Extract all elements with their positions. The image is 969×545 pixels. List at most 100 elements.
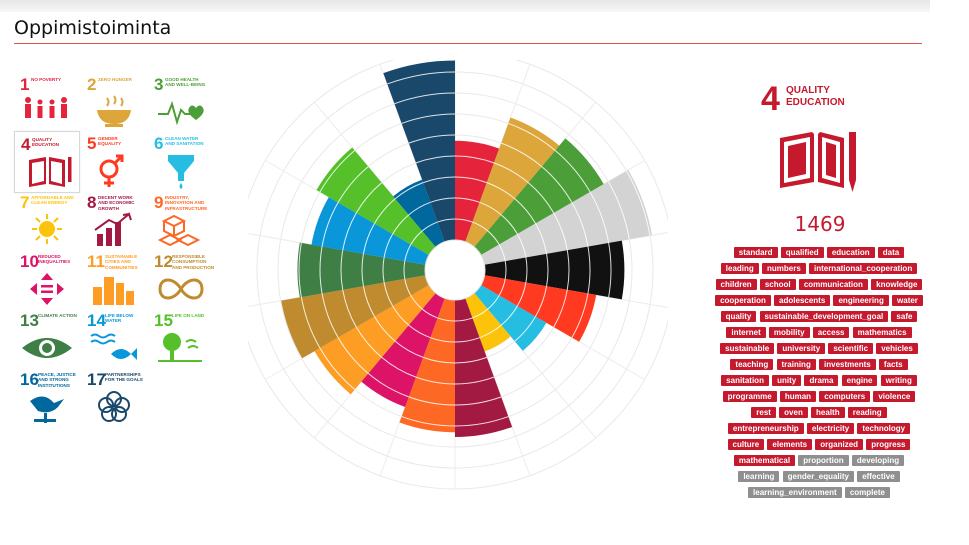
keyword-tag[interactable]: mobility <box>768 327 810 338</box>
keyword-tag[interactable]: children <box>715 279 757 290</box>
keyword-tag[interactable]: access <box>812 327 850 338</box>
keyword-tag[interactable]: school <box>759 279 796 290</box>
sdg-tile-12[interactable]: 12 RESPONSIBLE CONSUMPTION AND PRODUCTION <box>148 249 214 311</box>
sdg-tile-8[interactable]: 8 DECENT WORK AND ECONOMIC GROWTH <box>81 190 147 252</box>
keyword-tag[interactable]: elements <box>767 439 813 450</box>
chart-segment-sdg-5[interactable] <box>480 275 597 342</box>
keyword-tag[interactable]: leading <box>720 263 759 274</box>
keyword-tag[interactable]: mathematical <box>733 455 796 466</box>
sdg-tile-2[interactable]: 2 ZERO HUNGER <box>81 72 147 134</box>
chart-segment-sdg-1[interactable] <box>454 140 500 242</box>
sdg-tile-17[interactable]: 17 PARTNERSHIPS FOR THE GOALS <box>81 367 147 429</box>
sdg-tile-1[interactable]: 1 NO POVERTY <box>14 72 80 134</box>
keyword-tag[interactable]: sanitation <box>721 375 769 386</box>
sdg-tile-3[interactable]: 3 GOOD HEALTH AND WELL-BEING <box>148 72 214 134</box>
chart-segment-sdg-17[interactable] <box>480 169 653 265</box>
chart-segment-sdg-11[interactable] <box>314 285 436 395</box>
keyword-tag[interactable]: writing <box>880 375 917 386</box>
keyword-tag[interactable]: vehicles <box>876 343 918 354</box>
keyword-tag[interactable]: sustainable_development_goal <box>759 311 889 322</box>
keyword-tag[interactable]: investments <box>819 359 876 370</box>
keyword-tag[interactable]: standard <box>733 247 778 258</box>
keyword-tag[interactable]: gender_equality <box>782 471 854 482</box>
chart-segment-sdg-10[interactable] <box>361 292 445 407</box>
chart-segment-sdg-17[interactable] <box>484 240 625 300</box>
sdg-tile-number: 5 <box>87 134 97 153</box>
keyword-tag[interactable]: internet <box>726 327 766 338</box>
chart-segment-sdg-13[interactable] <box>297 242 426 298</box>
sdg-tile-15[interactable]: 15 LIFE ON LAND <box>148 308 214 370</box>
keyword-tag[interactable]: unity <box>772 375 802 386</box>
keyword-tag[interactable]: oven <box>779 407 808 418</box>
keyword-tag[interactable]: computers <box>819 391 871 402</box>
top-bar <box>0 0 930 12</box>
chart-segment-sdg-7[interactable] <box>465 292 511 352</box>
chart-bar-ring <box>454 416 509 427</box>
chart-bar-ring <box>454 218 473 223</box>
keyword-tag[interactable]: university <box>777 343 826 354</box>
keyword-tag[interactable]: training <box>776 359 816 370</box>
chart-segment-sdg-2[interactable] <box>465 117 560 248</box>
chart-segment-sdg-4[interactable] <box>383 60 456 242</box>
keyword-tag[interactable]: rest <box>751 407 776 418</box>
keyword-tag[interactable]: engine <box>841 375 878 386</box>
keyword-tag[interactable]: drama <box>804 375 839 386</box>
chart-segment-sdg-6[interactable] <box>474 285 547 351</box>
sdg-tile-10[interactable]: 10 REDUCED INEQUALITIES <box>14 249 80 311</box>
sdg-tile-11[interactable]: 11 SUSTAINABLE CITIES AND COMMUNITIES <box>81 249 147 311</box>
keyword-tag[interactable]: cooperation <box>715 295 771 306</box>
keyword-tag[interactable]: technology <box>857 423 911 434</box>
keyword-tag[interactable]: learning_environment <box>748 487 842 498</box>
sdg-tile-4[interactable]: 4 QUALITY EDUCATION <box>14 131 80 193</box>
keyword-tag[interactable]: reading <box>847 407 887 418</box>
keyword-tag[interactable]: education <box>826 247 875 258</box>
keyword-tag[interactable]: electricity <box>806 423 855 434</box>
keyword-tag[interactable]: water <box>892 295 923 306</box>
keyword-tag[interactable]: facts <box>878 359 908 370</box>
keyword-tag[interactable]: qualified <box>780 247 824 258</box>
chart-bar-ring <box>340 250 344 290</box>
keyword-tag[interactable]: safe <box>891 311 918 322</box>
keyword-tag[interactable]: knowledge <box>871 279 923 290</box>
keyword-tag[interactable]: organized <box>815 439 864 450</box>
keyword-tag[interactable]: data <box>877 247 905 258</box>
keyword-tag[interactable]: effective <box>857 471 900 482</box>
keyword-tag[interactable]: adolescents <box>774 295 831 306</box>
sdg-tile-14[interactable]: 14 LIFE BELOW WATER <box>81 308 147 370</box>
keyword-tag[interactable]: progress <box>866 439 911 450</box>
keyword-tag[interactable]: numbers <box>761 263 806 274</box>
sdg-tile-9[interactable]: 9 INDUSTRY, INNOVATION AND INFRASTRUCTURE <box>148 190 214 252</box>
keyword-tag[interactable]: engineering <box>833 295 889 306</box>
keyword-tag[interactable]: developing <box>851 455 905 466</box>
keyword-tag[interactable]: culture <box>727 439 765 450</box>
chart-bar-ring <box>381 356 417 378</box>
chart-segment-sdg-8[interactable] <box>454 298 513 438</box>
keyword-tag[interactable]: international_cooperation <box>808 263 918 274</box>
keyword-tag[interactable]: health <box>811 407 845 418</box>
keyword-tag[interactable]: complete <box>844 487 890 498</box>
keyword-tag[interactable]: sustainable <box>720 343 775 354</box>
keyword-tag[interactable]: teaching <box>730 359 774 370</box>
chart-segment-sdg-3[interactable] <box>474 138 604 255</box>
chart-segment-sdg-15[interactable] <box>316 147 436 255</box>
sdg-tile-16[interactable]: 16 PEACE, JUSTICE AND STRONG INSTITUTIONS <box>14 367 80 429</box>
chart-segment-sdg-14[interactable] <box>311 197 430 265</box>
keyword-tag[interactable]: learning <box>738 471 780 482</box>
chart-segment-sdg-9[interactable] <box>399 298 456 433</box>
keyword-tag[interactable]: programme <box>722 391 777 402</box>
chart-bar-ring <box>392 305 410 326</box>
sdg-tile-5[interactable]: 5 GENDER EQUALITY <box>81 131 147 193</box>
chart-segment-sdg-16[interactable] <box>393 179 445 248</box>
keyword-tag[interactable]: quality <box>720 311 757 322</box>
sdg-tile-13[interactable]: 13 CLIMATE ACTION <box>14 308 80 370</box>
keyword-tag[interactable]: violence <box>873 391 916 402</box>
sdg-tile-7[interactable]: 7 AFFORDABLE AND CLEAN ENERGY <box>14 190 80 252</box>
keyword-tag[interactable]: mathematics <box>852 327 912 338</box>
keyword-tag[interactable]: human <box>779 391 817 402</box>
sdg-tile-6[interactable]: 6 CLEAN WATER AND SANITATION <box>148 131 214 193</box>
keyword-tag[interactable]: communication <box>798 279 868 290</box>
chart-segment-sdg-12[interactable] <box>281 275 430 359</box>
keyword-tag[interactable]: entrepreneurship <box>727 423 804 434</box>
keyword-tag[interactable]: proportion <box>798 455 849 466</box>
keyword-tag[interactable]: scientific <box>828 343 874 354</box>
